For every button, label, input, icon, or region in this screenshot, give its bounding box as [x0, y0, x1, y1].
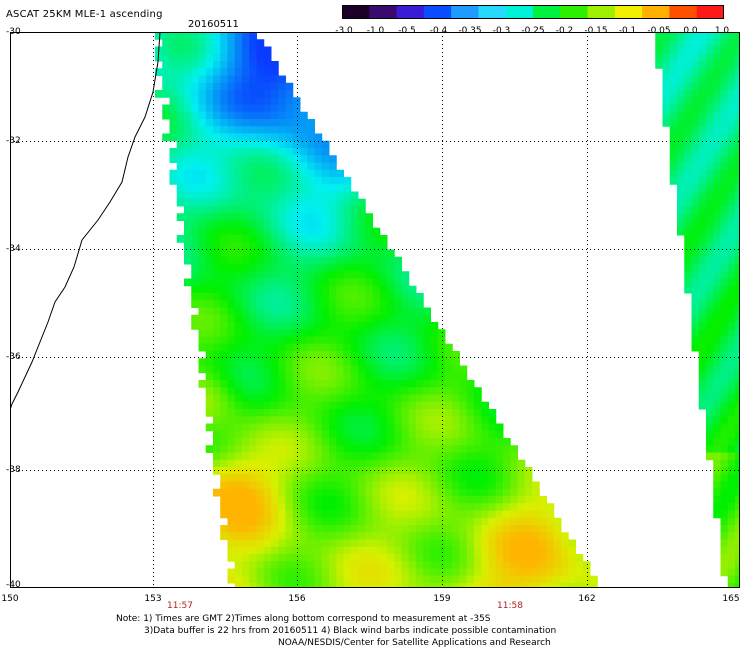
swath-time-label: 11:58	[497, 601, 523, 611]
colorbar-segment	[587, 5, 616, 19]
colorbar-segment	[642, 5, 671, 19]
footnote-line-1: Note: 1) Times are GMT 2)Times along bot…	[116, 614, 491, 624]
lat-label: -32	[6, 136, 21, 146]
colorbar-tick-label: -0.15	[584, 26, 608, 36]
colorbar-border	[342, 5, 724, 19]
swath-time-label: 11:57	[167, 601, 193, 611]
product-date: 20160511	[188, 19, 239, 30]
colorbar-segment	[614, 5, 643, 19]
lat-label: -30	[6, 27, 21, 37]
wind-speed-swath	[155, 32, 740, 588]
colorbar-tick-label: -1.0	[366, 26, 385, 36]
lat-label: -40	[6, 580, 21, 590]
footnote-credit: NOAA/NESDIS/Center for Satellite Applica…	[278, 638, 551, 648]
colorbar-tick-label: -0.5	[398, 26, 416, 36]
colorbar-tick-label: -0.3	[492, 26, 511, 36]
colorbar-tick-label: -0.25	[521, 26, 545, 36]
lon-label: 156	[288, 594, 306, 604]
colorbar-tick-label: -3.0	[335, 26, 353, 36]
lat-label: -38	[6, 465, 21, 475]
lat-label: -34	[6, 244, 21, 254]
colorbar-segment	[669, 5, 698, 19]
colorbar-segment	[533, 5, 561, 19]
colorbar-segment	[478, 5, 507, 19]
colorbar-segment	[560, 5, 589, 19]
lon-label: 159	[433, 594, 451, 604]
colorbar-tick-label: 1.0	[714, 26, 730, 36]
lon-label: 165	[722, 594, 740, 604]
colorbar	[342, 5, 724, 19]
colorbar-tick-label: 0.0	[683, 26, 698, 36]
colorbar-tick-label: -0.2	[555, 26, 574, 36]
lon-label: 150	[1, 594, 19, 604]
lat-label: -36	[6, 352, 21, 362]
colorbar-segment	[423, 5, 452, 19]
footnote-line-2: 3)Data buffer is 22 hrs from 20160511 4)…	[144, 626, 557, 636]
colorbar-segment	[505, 5, 534, 19]
lon-label: 153	[144, 594, 162, 604]
map-plot-area	[10, 32, 740, 588]
lon-label: 162	[578, 594, 596, 604]
colorbar-tick-label: -0.4	[429, 26, 448, 36]
colorbar-segment	[369, 5, 398, 19]
colorbar-segment	[396, 5, 425, 19]
colorbar-segment	[696, 5, 724, 19]
colorbar-tick-label: -0.05	[647, 26, 671, 36]
coastline	[10, 32, 161, 411]
colorbar-tick-label: -0.1	[618, 26, 637, 36]
colorbar-segment	[451, 5, 480, 19]
colorbar-tick-label: -0.35	[458, 26, 482, 36]
colorbar-segment	[342, 5, 370, 19]
product-title: ASCAT 25KM MLE-1 ascending	[6, 9, 163, 20]
map-canvas	[10, 32, 740, 588]
